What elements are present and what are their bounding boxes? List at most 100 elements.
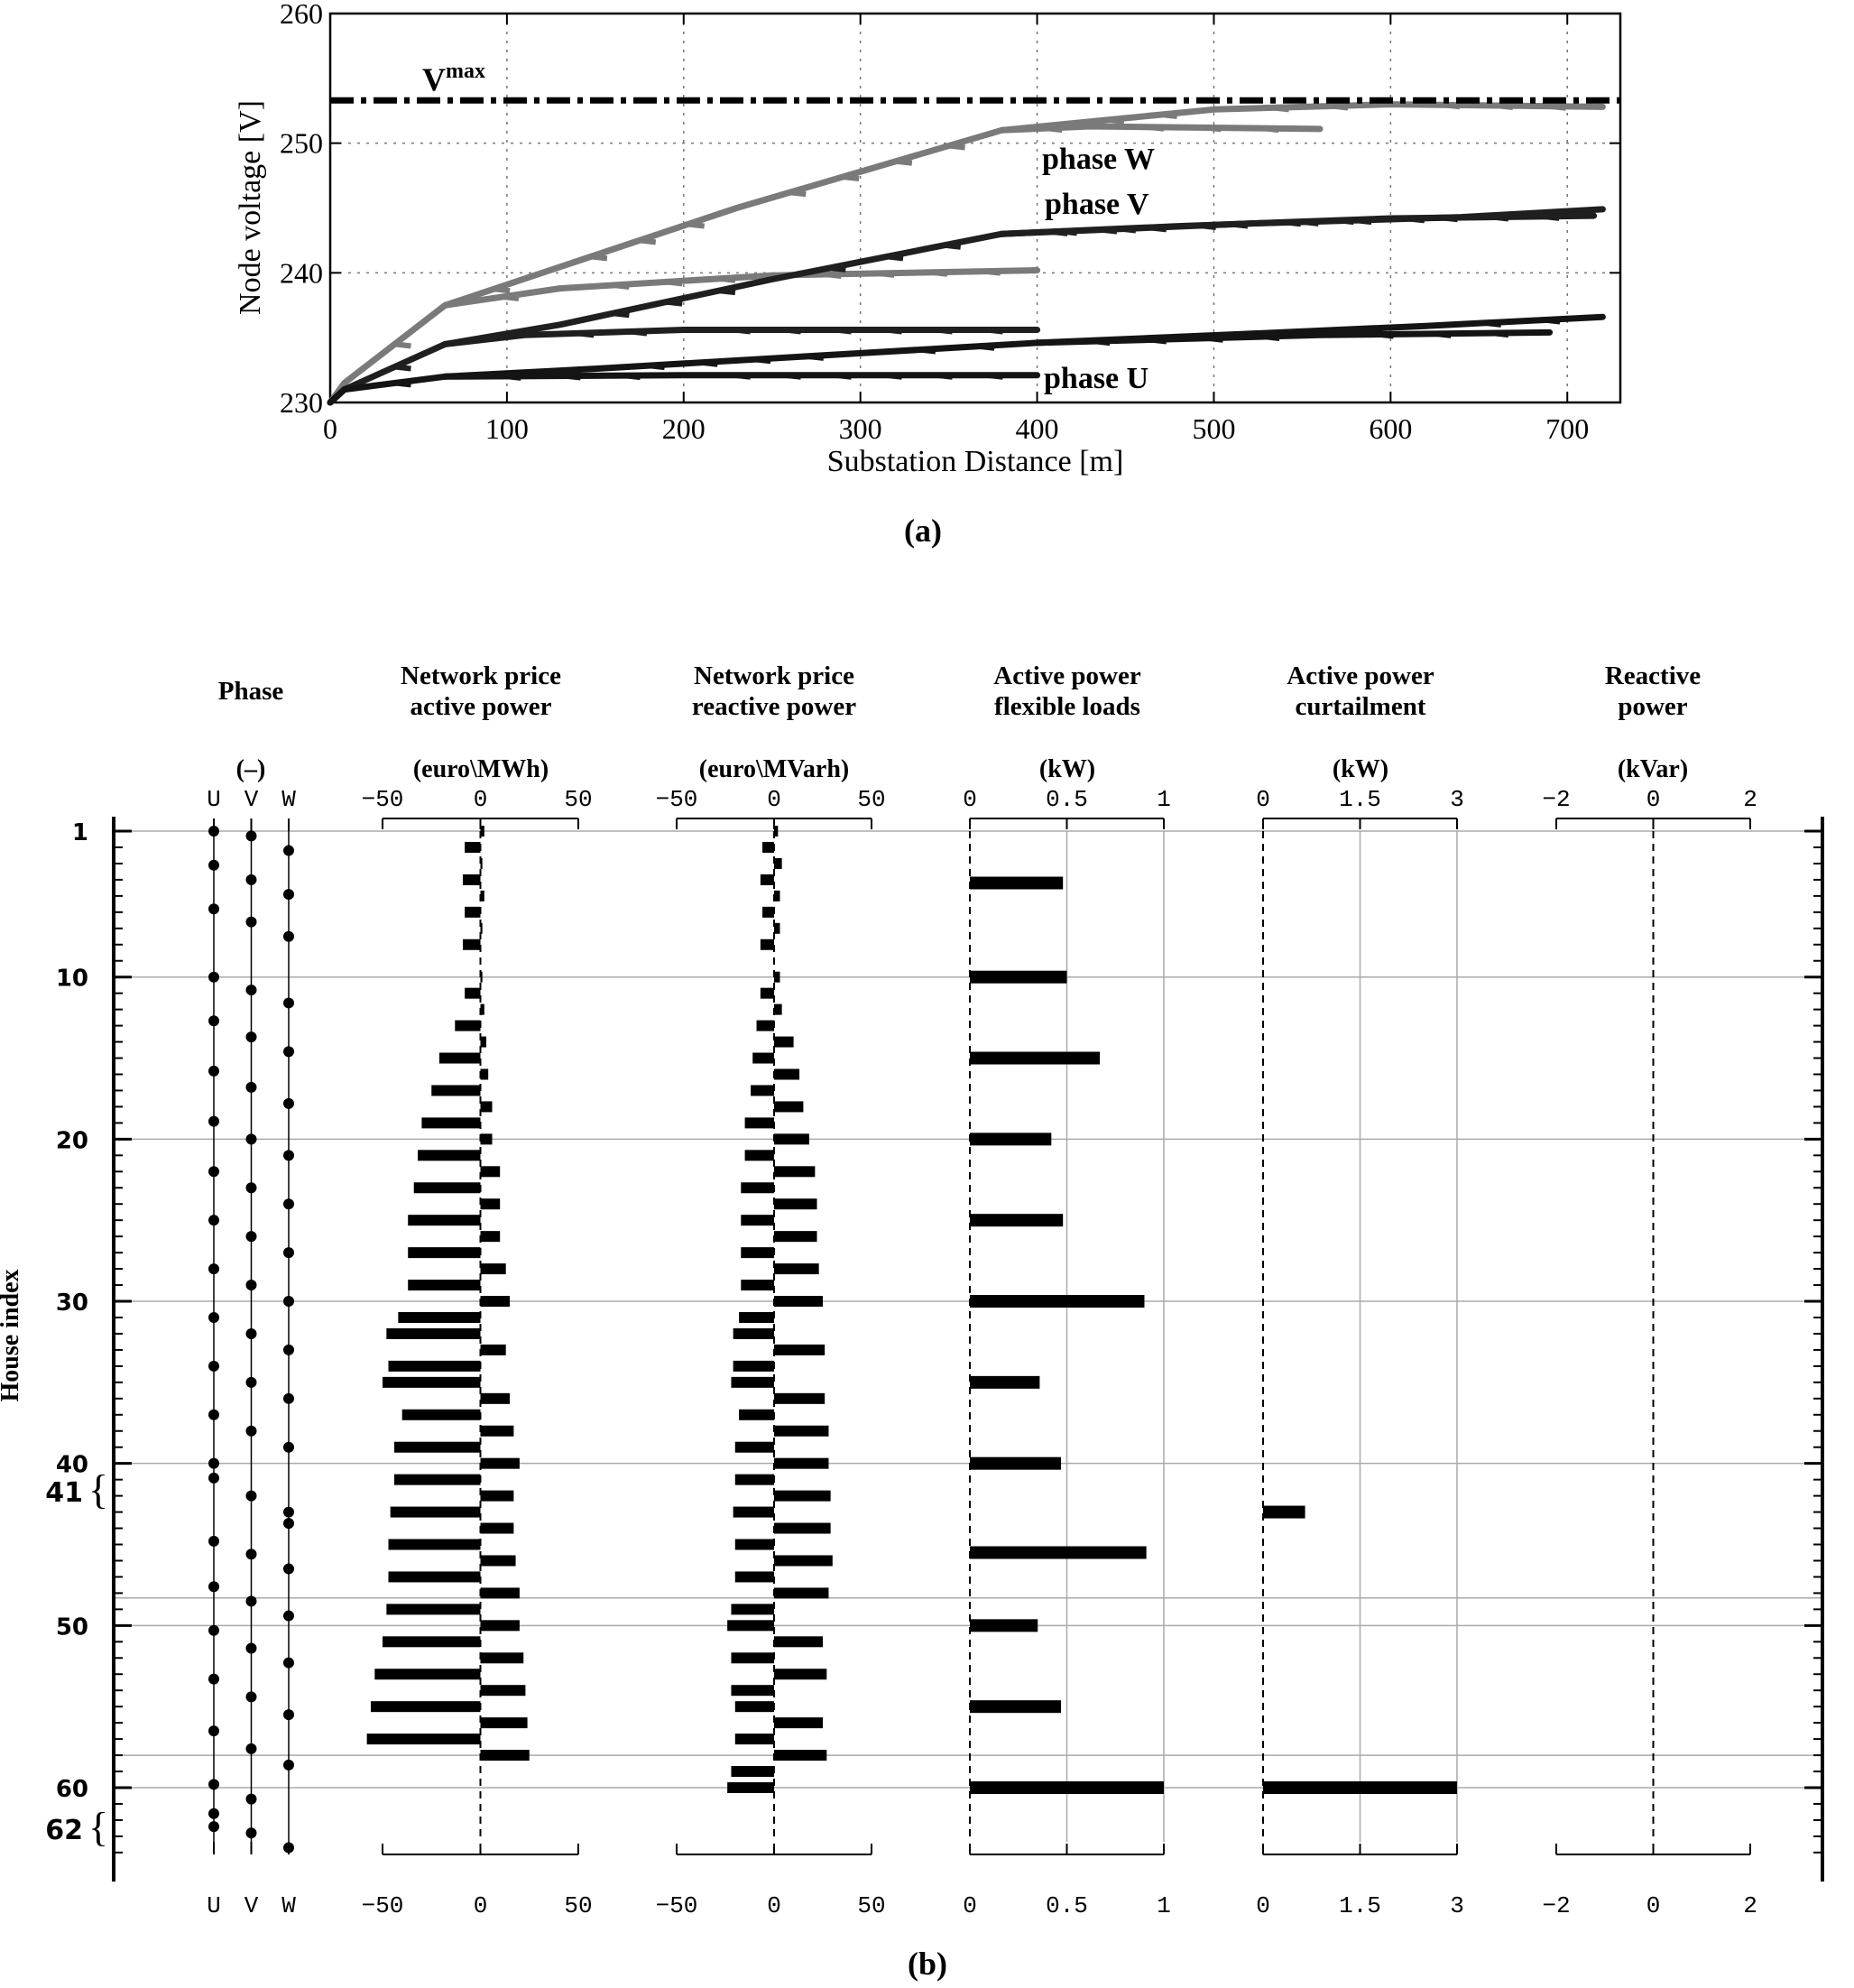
series-v-step	[1060, 228, 1078, 236]
phase-tick-label-bottom: U	[207, 1892, 221, 1919]
phase-dot	[245, 1031, 257, 1043]
a-y-tick-label: 230	[280, 386, 323, 419]
series-u-step	[1093, 338, 1111, 347]
bar-price_p	[408, 1247, 481, 1259]
series-v-step	[394, 364, 411, 372]
panel-subtitle-price_p: active power	[410, 692, 551, 721]
series-v-step	[1491, 214, 1509, 222]
bracket-label-41: 41	[45, 1477, 83, 1509]
bar-price_q	[774, 1198, 817, 1210]
bar-price_q	[774, 1457, 829, 1469]
bar-price_p	[386, 1327, 481, 1339]
panel-unit-flex: (kW)	[1039, 755, 1095, 783]
panel-title-flex: Active power	[993, 661, 1141, 690]
series-u-step	[1377, 331, 1394, 339]
phase-dot	[245, 1425, 257, 1437]
panel-tick-label-bottom: 1	[1157, 1892, 1171, 1919]
bar-price_p	[394, 1441, 481, 1453]
bar-price_p	[438, 1052, 481, 1064]
phase-dot	[245, 1327, 257, 1339]
bar-price_q	[741, 1247, 774, 1259]
bar-price_p	[480, 1620, 520, 1632]
phase-dot	[245, 1490, 257, 1502]
bar-price_q	[774, 1036, 794, 1048]
bar-price_p	[480, 1457, 520, 1469]
phase-dot	[245, 830, 257, 842]
series-u-step	[977, 343, 995, 351]
bar-price_p	[388, 1360, 481, 1372]
panel-tick-label-bottom: 0	[1256, 1892, 1270, 1919]
bar-flex	[970, 1456, 1062, 1470]
series-v-step	[885, 327, 902, 335]
bar-price_p	[480, 1231, 501, 1243]
bar-price_p	[465, 987, 481, 999]
bar-price_p	[480, 1166, 501, 1178]
panel-tick-label-top: 3	[1450, 786, 1464, 813]
phase-dot	[245, 1280, 257, 1291]
bar-price_p	[480, 1750, 530, 1761]
panel-unit-curtail: (kW)	[1333, 755, 1388, 783]
phase-dot	[208, 1472, 219, 1484]
bar-price_q	[752, 1052, 774, 1064]
phase-dot	[245, 916, 257, 928]
series-u-step	[986, 372, 1003, 380]
phase-tick-label-top: U	[207, 786, 221, 813]
a-y-tick-label: 250	[280, 127, 323, 160]
bar-price_q	[734, 1734, 774, 1745]
phase-dot	[245, 985, 257, 996]
bar-price_q	[774, 1490, 831, 1502]
bar-price_q	[727, 1620, 774, 1632]
bar-price_q	[762, 906, 774, 918]
bar-price_p	[465, 841, 481, 853]
bar-price_p	[480, 1652, 524, 1664]
panel-unit-price_q: (euro\MVarh)	[699, 755, 849, 783]
phase-dot	[283, 1657, 294, 1669]
series-v-step	[1337, 217, 1354, 226]
bar-price_q	[774, 1425, 829, 1437]
a-x-tick-label: 300	[839, 412, 882, 445]
series-u-step	[701, 359, 718, 367]
panel-title-curtail: Active power	[1287, 661, 1434, 690]
phase-dot	[208, 1457, 219, 1469]
a-axis-ticks: 0 100 200 300 400 500 600 700 230 240 250 260	[280, 0, 1620, 445]
bar-price_p	[421, 1117, 481, 1129]
series-w-step	[877, 270, 895, 278]
bar-price_q	[774, 1068, 800, 1080]
series-u-step	[807, 353, 825, 361]
annotation-phase-u: phase U	[1044, 362, 1148, 395]
bar-price_q	[744, 1117, 774, 1129]
bar-price_q	[774, 826, 779, 837]
a-x-tick-label: 500	[1192, 412, 1235, 445]
panel-unit-price_p: (euro\MWh)	[413, 755, 549, 783]
panel-title-reactive: Reactive	[1605, 661, 1701, 690]
bar-price_p	[374, 1669, 481, 1680]
panel-tick-label-top: 0	[963, 786, 977, 813]
bar-price_p	[465, 906, 481, 918]
phase-dot	[208, 1409, 219, 1420]
series-w-branch-2	[998, 123, 1324, 134]
phase-dot	[245, 1595, 257, 1607]
series-v-step	[986, 327, 1003, 335]
panel-tick-label-bottom: −50	[656, 1892, 698, 1919]
bar-price_q	[734, 1474, 774, 1485]
panel-tick-label-top: 0	[767, 786, 781, 813]
series-w-step	[895, 158, 913, 166]
bar-price_p	[462, 874, 481, 885]
panel-title-price_q: Network price	[694, 661, 854, 690]
phase-dot	[208, 1166, 219, 1178]
series-u-step	[835, 372, 853, 380]
series-w-step	[983, 268, 1001, 276]
phase-dot	[283, 1506, 294, 1518]
bar-price_q	[774, 1636, 823, 1648]
bar-price_p	[386, 1604, 481, 1615]
bar-curtail	[1263, 1505, 1305, 1519]
bar-price_q	[760, 939, 774, 950]
series-u-step	[648, 363, 665, 371]
series-w-step	[1261, 125, 1279, 134]
a-x-tick-label: 700	[1545, 412, 1589, 445]
panel-subtitle-reactive: power	[1618, 692, 1687, 721]
a-y-tick-label: 240	[280, 256, 323, 289]
bar-price_p	[480, 857, 483, 869]
bar-price_p	[401, 1409, 481, 1420]
